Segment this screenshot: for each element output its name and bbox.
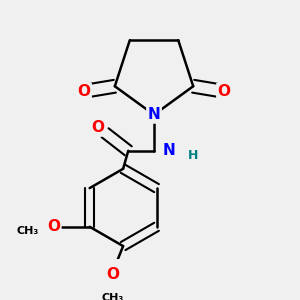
Text: O: O	[218, 84, 231, 99]
Text: CH₃: CH₃	[17, 226, 39, 236]
Text: N: N	[163, 143, 176, 158]
Text: O: O	[47, 219, 60, 234]
Text: O: O	[77, 84, 90, 99]
Text: O: O	[91, 120, 104, 135]
Text: CH₃: CH₃	[102, 292, 124, 300]
Text: H: H	[188, 149, 198, 162]
Text: O: O	[106, 267, 119, 282]
Text: N: N	[148, 107, 160, 122]
